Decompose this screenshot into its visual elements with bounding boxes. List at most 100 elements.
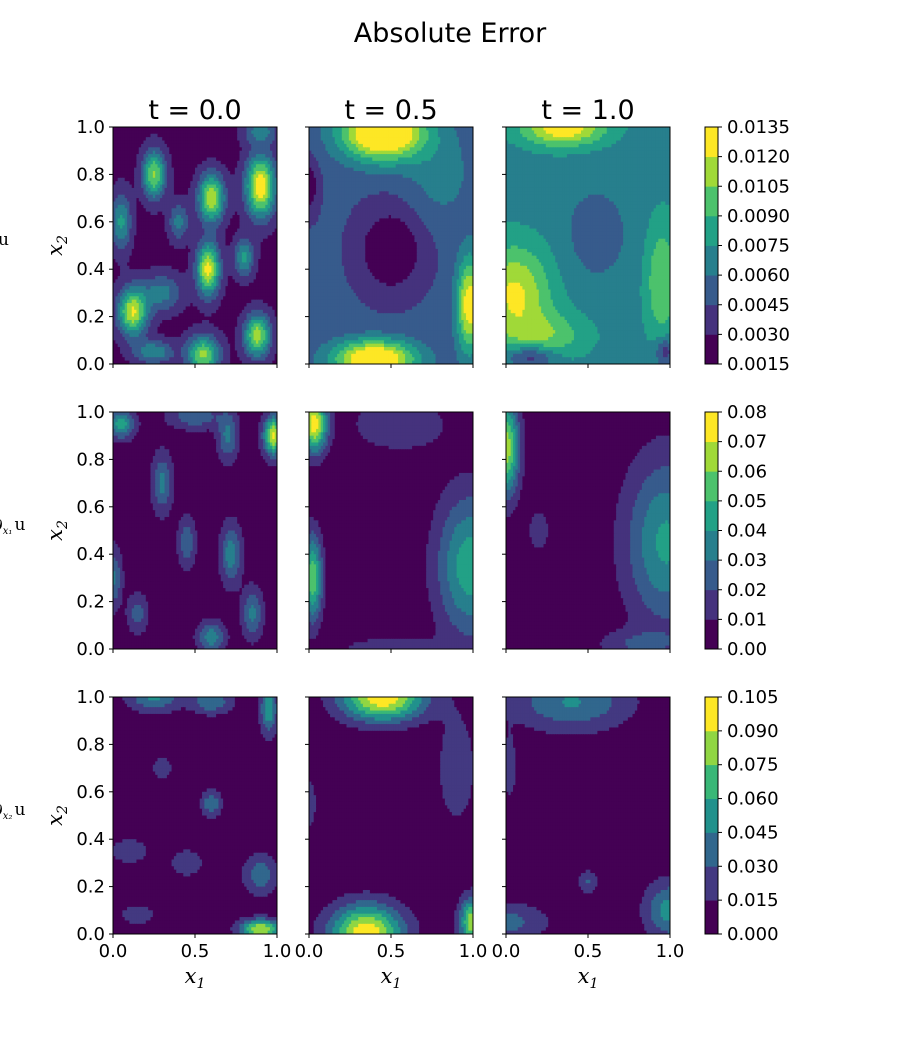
x-tick-label: 0.0	[295, 941, 324, 962]
colorbar-band-r0-7	[705, 127, 718, 158]
panels	[112, 126, 671, 935]
colorbar-tick-label: 0.0060	[727, 265, 790, 286]
colorbar-tick-label: 0.0105	[727, 176, 790, 197]
x-tick-label: 1.0	[263, 941, 292, 962]
colorbar-tick-label: 0.105	[727, 687, 779, 708]
axes-text: 0.0 0.2 0.4 0.6 0.8 1.0 x2 0.0 0.2 0.4 0.6 0.8 1.0 x2…	[43, 117, 684, 992]
colorbar-band-r0-3	[705, 245, 718, 276]
colorbar-band-r2-5	[705, 730, 718, 766]
contour-panel-r1-c2	[506, 412, 670, 649]
contour-panel-r0-c2	[506, 127, 670, 364]
colorbar-tick-label: 0.06	[727, 461, 767, 482]
y-tick-label: 0.8	[76, 449, 105, 470]
colorbar-band-r1-3	[705, 530, 718, 561]
colorbars: 0.0015 0.0030 0.0045 0.0060 0.0075 0.0090 0.01…	[704, 117, 790, 945]
colorbar-tick-label: 0.075	[727, 755, 779, 776]
x-tick-label: 0.0	[99, 941, 128, 962]
contour-panel-r1-c0	[113, 412, 277, 649]
contour-panel-r2-c0	[113, 697, 277, 934]
colorbar-tick-label: 0.060	[727, 789, 779, 810]
colorbar-tick-label: 0.07	[727, 432, 767, 453]
colorbar-tick-label: 0.000	[727, 924, 779, 945]
colorbar-tick-label: 0.01	[727, 609, 767, 630]
colorbar-band-r0-0	[705, 334, 718, 365]
colorbar-tick-label: 0.0015	[727, 354, 790, 375]
colorbar-tick-label: 0.0075	[727, 236, 790, 257]
contour-panel-r0-c1	[309, 127, 473, 364]
column-title-1: t = 0.5	[344, 95, 437, 126]
colorbar-tick-label: 0.08	[727, 402, 767, 423]
colorbar-band-r0-5	[705, 186, 718, 217]
colorbar-tick-label: 0.045	[727, 822, 779, 843]
y-tick-label: 0.8	[76, 164, 105, 185]
y-tick-label: 1.0	[76, 117, 105, 138]
colorbar-band-r1-7	[705, 412, 718, 443]
y-axis-label: x2	[43, 520, 71, 541]
row-label-dx2u: ∂x₂u	[0, 800, 25, 822]
y-tick-label: 0.0	[76, 639, 105, 660]
colorbar-tick-label: 0.030	[727, 856, 779, 877]
y-tick-label: 0.2	[76, 592, 105, 613]
contour-panel-r2-c1	[309, 697, 473, 934]
colorbar-band-r0-4	[705, 215, 718, 246]
colorbar-band-r0-6	[705, 156, 718, 187]
y-tick-label: 1.0	[76, 402, 105, 423]
x-tick-label: 0.5	[377, 941, 406, 962]
contour-panel-r2-c2	[506, 697, 670, 934]
y-tick-label: 0.2	[76, 307, 105, 328]
colorbar-band-r1-0	[705, 619, 718, 650]
colorbar-tick-label: 0.04	[727, 521, 767, 542]
y-axis-label: x2	[43, 805, 71, 826]
y-tick-label: 0.6	[76, 212, 105, 233]
colorbar-tick-label: 0.0045	[727, 295, 790, 316]
column-title-0: t = 0.0	[148, 95, 241, 126]
y-axis-label: x2	[43, 235, 71, 256]
y-tick-label: 0.6	[76, 782, 105, 803]
colorbar-band-r2-0	[705, 900, 718, 935]
colorbar-tick-label: 0.03	[727, 550, 767, 571]
colorbar-tick-label: 0.05	[727, 491, 767, 512]
y-tick-label: 0.0	[76, 354, 105, 375]
colorbar-tick-label: 0.090	[727, 721, 779, 742]
colorbar-band-r1-6	[705, 441, 718, 472]
colorbar-band-r1-4	[705, 500, 718, 531]
x-axis-label: x1	[578, 964, 599, 992]
x-axis-label: x1	[381, 964, 402, 992]
x-tick-label: 0.5	[181, 941, 210, 962]
y-tick-label: 1.0	[76, 687, 105, 708]
colorbar-band-r2-3	[705, 798, 718, 833]
y-tick-label: 0.6	[76, 497, 105, 518]
y-tick-label: 0.4	[76, 829, 105, 850]
colorbar-tick-label: 0.0135	[727, 117, 790, 138]
x-axis-label: x1	[185, 964, 206, 992]
x-tick-label: 0.0	[492, 941, 521, 962]
colorbar-band-r2-2	[705, 832, 718, 867]
contour-panel-r1-c1	[309, 412, 473, 649]
colorbar-band-r1-5	[705, 471, 718, 502]
column-title-2: t = 1.0	[541, 95, 634, 126]
colorbar-band-r2-4	[705, 764, 718, 799]
colorbar-tick-label: 0.0120	[727, 147, 790, 168]
colorbar-frame-r2	[704, 696, 719, 935]
colorbar-band-r1-1	[705, 589, 718, 620]
figure-title: Absolute Error	[354, 18, 547, 49]
contour-panel-r0-c0	[113, 127, 277, 364]
colorbar-tick-label: 0.00	[727, 639, 767, 660]
colorbar-tick-label: 0.0030	[727, 324, 790, 345]
y-tick-label: 0.4	[76, 544, 105, 565]
x-tick-label: 1.0	[459, 941, 488, 962]
colorbar-tick-label: 0.0090	[727, 206, 790, 227]
row-label-dx1u: ∂x₁u	[0, 515, 25, 537]
y-tick-label: 0.2	[76, 877, 105, 898]
y-tick-label: 0.8	[76, 734, 105, 755]
colorbar-band-r1-2	[705, 560, 718, 591]
colorbar-band-r0-2	[705, 275, 718, 306]
colorbar-tick-label: 0.015	[727, 890, 779, 911]
colorbar-band-r0-1	[705, 304, 718, 335]
y-tick-label: 0.0	[76, 924, 105, 945]
x-tick-label: 0.5	[574, 941, 603, 962]
colorbar-tick-label: 0.02	[727, 580, 767, 601]
colorbar-band-r2-6	[705, 697, 718, 732]
y-tick-label: 0.4	[76, 259, 105, 280]
